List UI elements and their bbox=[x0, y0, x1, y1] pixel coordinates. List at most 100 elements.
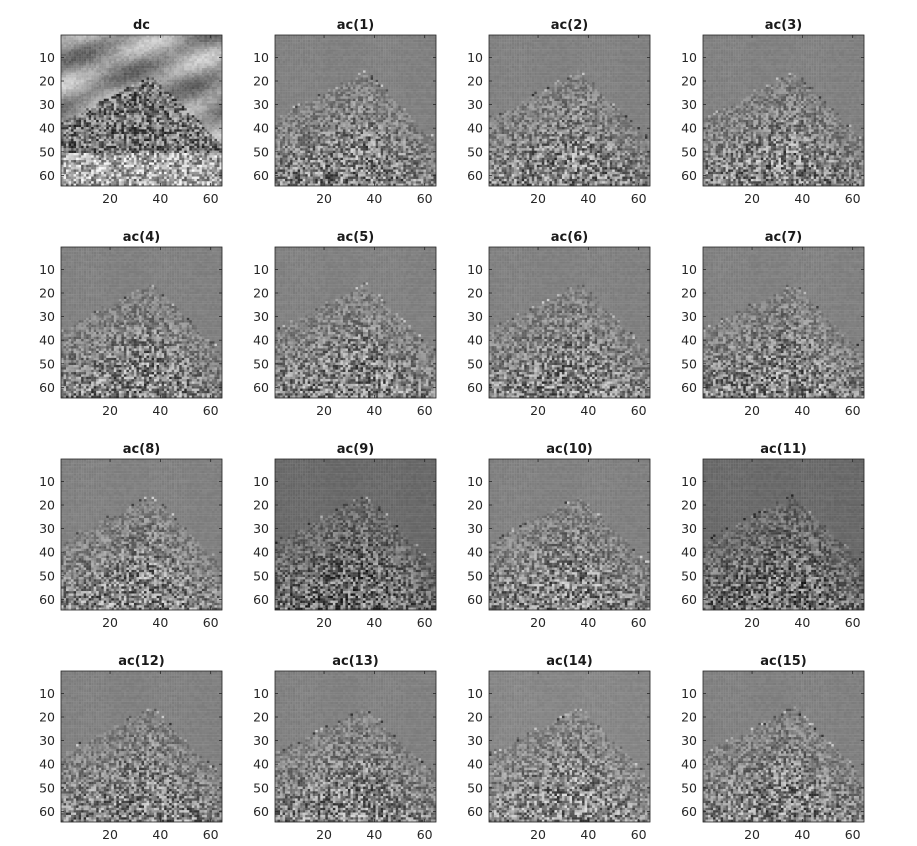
y-tick-label: 10 bbox=[253, 50, 269, 65]
x-tick-label: 60 bbox=[417, 403, 433, 418]
y-tick-label: 20 bbox=[253, 710, 269, 725]
x-tick-label: 20 bbox=[530, 191, 546, 206]
y-tick-label: 60 bbox=[467, 380, 483, 395]
heatmap-image bbox=[703, 35, 864, 186]
y-tick-label: 40 bbox=[39, 333, 55, 348]
x-tick-label: 20 bbox=[316, 403, 332, 418]
y-tick-label: 50 bbox=[39, 568, 55, 583]
y-tick-label: 50 bbox=[39, 356, 55, 371]
x-tick-label: 60 bbox=[845, 191, 861, 206]
heatmap-image bbox=[703, 671, 864, 822]
x-tick-label: 40 bbox=[152, 827, 168, 842]
panel-title: ac(7) bbox=[765, 230, 802, 245]
y-tick-label: 60 bbox=[39, 592, 55, 607]
y-tick-label: 20 bbox=[681, 710, 697, 725]
y-tick-label: 10 bbox=[467, 686, 483, 701]
y-tick-label: 30 bbox=[467, 97, 483, 112]
y-tick-label: 10 bbox=[39, 474, 55, 489]
x-tick-label: 40 bbox=[580, 827, 596, 842]
heatmap-image bbox=[489, 35, 650, 186]
y-tick-label: 20 bbox=[681, 498, 697, 513]
y-tick-label: 60 bbox=[681, 380, 697, 395]
y-tick-label: 20 bbox=[253, 498, 269, 513]
y-tick-label: 20 bbox=[467, 498, 483, 513]
y-tick-label: 30 bbox=[681, 97, 697, 112]
y-tick-label: 50 bbox=[467, 568, 483, 583]
y-tick-label: 10 bbox=[253, 474, 269, 489]
panel-title: ac(13) bbox=[332, 654, 378, 669]
y-tick-label: 30 bbox=[467, 733, 483, 748]
panel-title: ac(5) bbox=[337, 230, 374, 245]
y-tick-label: 50 bbox=[467, 780, 483, 795]
y-tick-label: 40 bbox=[39, 121, 55, 136]
y-tick-label: 60 bbox=[467, 168, 483, 183]
y-tick-label: 30 bbox=[39, 97, 55, 112]
y-tick-label: 30 bbox=[39, 309, 55, 324]
y-tick-label: 50 bbox=[253, 780, 269, 795]
y-tick-label: 10 bbox=[681, 262, 697, 277]
x-tick-label: 40 bbox=[794, 827, 810, 842]
heatmap-image bbox=[275, 247, 436, 398]
y-tick-label: 50 bbox=[681, 780, 697, 795]
y-tick-label: 10 bbox=[253, 262, 269, 277]
x-tick-label: 60 bbox=[203, 827, 219, 842]
x-tick-label: 60 bbox=[631, 191, 647, 206]
y-tick-label: 20 bbox=[681, 286, 697, 301]
y-tick-label: 10 bbox=[467, 474, 483, 489]
x-tick-label: 20 bbox=[744, 827, 760, 842]
x-tick-label: 60 bbox=[845, 403, 861, 418]
panel-title: ac(6) bbox=[551, 230, 588, 245]
y-tick-label: 20 bbox=[39, 286, 55, 301]
y-tick-label: 20 bbox=[39, 498, 55, 513]
x-tick-label: 20 bbox=[102, 827, 118, 842]
y-tick-label: 60 bbox=[681, 592, 697, 607]
y-tick-label: 10 bbox=[253, 686, 269, 701]
x-tick-label: 40 bbox=[794, 403, 810, 418]
x-tick-label: 20 bbox=[102, 403, 118, 418]
x-tick-label: 20 bbox=[530, 827, 546, 842]
y-tick-label: 40 bbox=[681, 333, 697, 348]
y-tick-label: 30 bbox=[253, 97, 269, 112]
x-tick-label: 40 bbox=[580, 615, 596, 630]
y-tick-label: 60 bbox=[467, 804, 483, 819]
y-tick-label: 30 bbox=[681, 521, 697, 536]
x-tick-label: 60 bbox=[417, 827, 433, 842]
panel-title: ac(15) bbox=[760, 654, 806, 669]
x-tick-label: 40 bbox=[580, 403, 596, 418]
panel-title: ac(14) bbox=[546, 654, 592, 669]
y-tick-label: 60 bbox=[39, 804, 55, 819]
y-tick-label: 60 bbox=[39, 380, 55, 395]
y-tick-label: 60 bbox=[253, 380, 269, 395]
y-tick-label: 20 bbox=[253, 286, 269, 301]
heatmap-image bbox=[275, 459, 436, 610]
y-tick-label: 30 bbox=[39, 733, 55, 748]
x-tick-label: 60 bbox=[203, 191, 219, 206]
y-tick-label: 10 bbox=[681, 50, 697, 65]
y-tick-label: 60 bbox=[253, 592, 269, 607]
y-tick-label: 20 bbox=[467, 74, 483, 89]
y-tick-label: 40 bbox=[467, 545, 483, 560]
y-tick-label: 20 bbox=[681, 74, 697, 89]
heatmap-image bbox=[703, 247, 864, 398]
y-tick-label: 40 bbox=[253, 757, 269, 772]
x-tick-label: 60 bbox=[417, 615, 433, 630]
panel-title: dc bbox=[133, 18, 150, 33]
y-tick-label: 60 bbox=[39, 168, 55, 183]
x-tick-label: 40 bbox=[152, 403, 168, 418]
panel-title: ac(1) bbox=[337, 18, 374, 33]
x-tick-label: 60 bbox=[203, 615, 219, 630]
heatmap-image bbox=[489, 671, 650, 822]
y-tick-label: 30 bbox=[467, 521, 483, 536]
